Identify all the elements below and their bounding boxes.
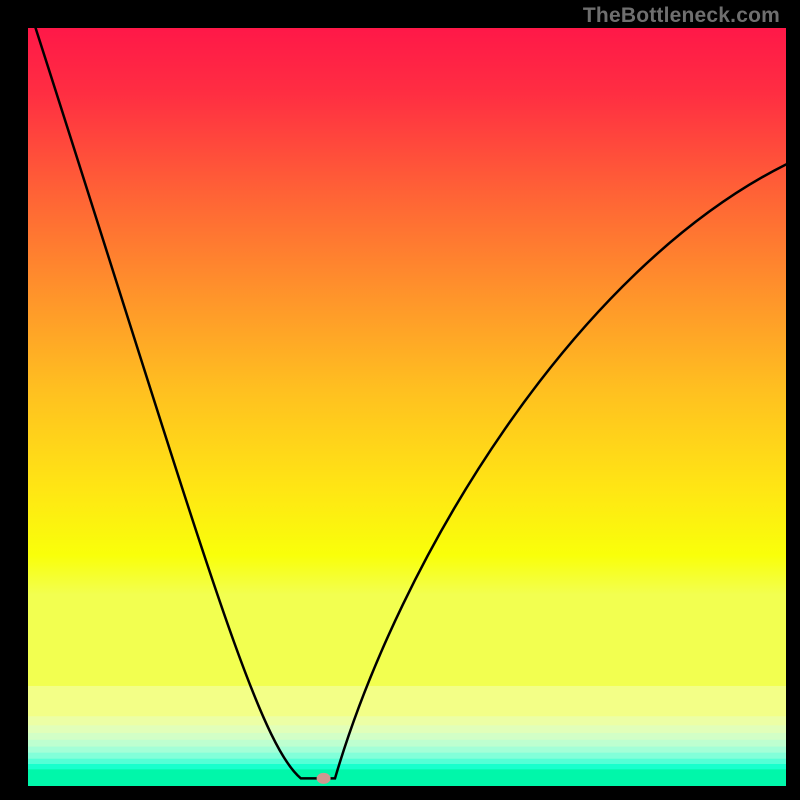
chart-background-band — [28, 759, 786, 765]
chart-frame: TheBottleneck.com — [0, 0, 800, 800]
chart-background-band — [28, 686, 786, 717]
plot-svg — [28, 28, 786, 786]
chart-background-band — [28, 753, 786, 760]
frame-border-left — [0, 0, 28, 800]
chart-background-band — [28, 740, 786, 747]
chart-background-band — [28, 733, 786, 740]
chart-background-band — [28, 725, 786, 733]
chart-background-band — [28, 764, 786, 770]
chart-background-band — [28, 716, 786, 726]
optimal-point-marker — [317, 773, 331, 784]
watermark-text: TheBottleneck.com — [583, 4, 780, 28]
chart-background-band — [28, 747, 786, 754]
frame-border-right — [786, 0, 800, 800]
chart-background-band — [28, 769, 786, 786]
frame-border-bottom — [0, 786, 800, 800]
plot-area — [28, 28, 786, 786]
